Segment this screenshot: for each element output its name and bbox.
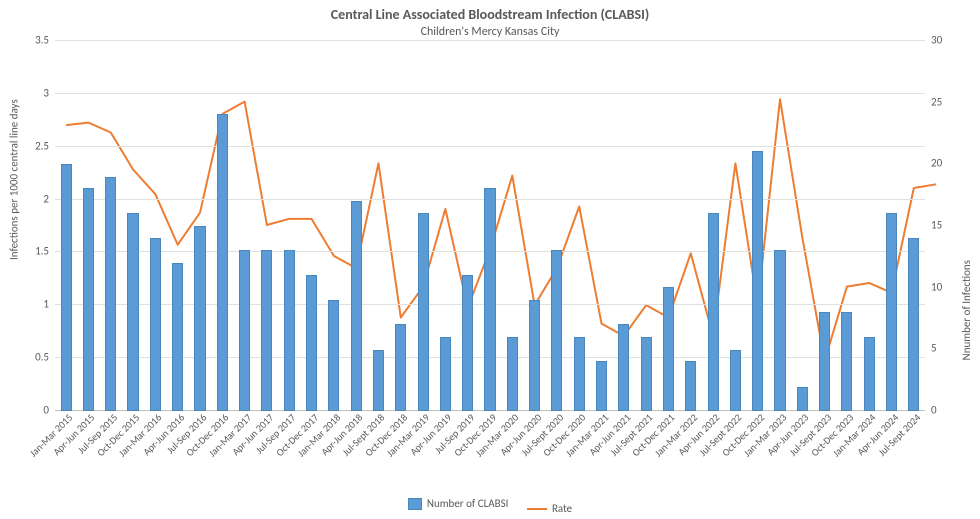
bar xyxy=(194,226,205,412)
ytick-right: 15 xyxy=(925,219,942,232)
ytick-left: 1 xyxy=(43,298,55,311)
legend-swatch-bar xyxy=(408,498,422,510)
ytick-left: 3.5 xyxy=(35,34,55,47)
bar xyxy=(462,275,473,411)
bar xyxy=(172,263,183,411)
y-axis-left-label: Infections per 1000 central line days xyxy=(8,99,21,260)
bar xyxy=(730,350,741,411)
clabsi-chart: Central Line Associated Bloodstream Infe… xyxy=(0,0,980,519)
bar xyxy=(418,213,429,411)
ytick-right: 20 xyxy=(925,157,942,170)
bar xyxy=(351,201,362,411)
bar xyxy=(864,337,875,411)
ytick-left: 0 xyxy=(43,404,55,417)
bar xyxy=(529,300,540,411)
bar xyxy=(819,312,830,411)
ytick-right: 25 xyxy=(925,95,942,108)
legend-bar-label: Number of CLABSI xyxy=(427,497,509,510)
bar xyxy=(507,337,518,411)
ytick-right: 30 xyxy=(925,34,942,47)
bar xyxy=(484,188,495,411)
legend-line-label: Rate xyxy=(552,502,572,515)
bar xyxy=(373,350,384,411)
bar xyxy=(774,250,785,411)
ytick-left: 0.5 xyxy=(35,351,55,364)
bar xyxy=(261,250,272,411)
bar xyxy=(440,337,451,411)
legend-item-line: Rate xyxy=(527,502,572,515)
legend-item-bars: Number of CLABSI xyxy=(408,497,509,510)
bar xyxy=(284,250,295,411)
bar xyxy=(685,361,696,411)
bar xyxy=(551,250,562,411)
ytick-right: 0 xyxy=(925,404,937,417)
bar xyxy=(306,275,317,411)
legend: Number of CLABSI Rate xyxy=(0,497,980,515)
ytick-left: 2 xyxy=(43,192,55,205)
bar xyxy=(239,250,250,411)
chart-subtitle: Children's Mercy Kansas City xyxy=(0,25,980,39)
x-axis-labels: Jan-Mar 2015Apr-Jun 2015Jul-Sep 2015Oct-… xyxy=(55,411,925,491)
bar xyxy=(797,387,808,411)
bar xyxy=(150,238,161,411)
legend-swatch-line xyxy=(527,508,547,510)
bar xyxy=(841,312,852,411)
bars-layer xyxy=(55,40,925,411)
bar xyxy=(61,164,72,411)
bar xyxy=(752,151,763,411)
bar xyxy=(886,213,897,411)
bar xyxy=(641,337,652,411)
bar xyxy=(105,177,116,411)
bar xyxy=(127,213,138,411)
chart-title: Central Line Associated Bloodstream Infe… xyxy=(0,0,980,23)
ytick-right: 5 xyxy=(925,342,937,355)
bar xyxy=(618,324,629,411)
ytick-left: 3 xyxy=(43,86,55,99)
bar xyxy=(395,324,406,411)
bar xyxy=(217,114,228,411)
ytick-right: 10 xyxy=(925,280,942,293)
bar xyxy=(663,287,674,411)
bar xyxy=(708,213,719,411)
y-axis-right-label: Nnumber of Infections xyxy=(960,260,973,360)
bar xyxy=(574,337,585,411)
bar xyxy=(328,300,339,411)
ytick-left: 2.5 xyxy=(35,139,55,152)
bar xyxy=(596,361,607,411)
bar xyxy=(83,188,94,411)
bar xyxy=(908,238,919,411)
ytick-left: 1.5 xyxy=(35,245,55,258)
